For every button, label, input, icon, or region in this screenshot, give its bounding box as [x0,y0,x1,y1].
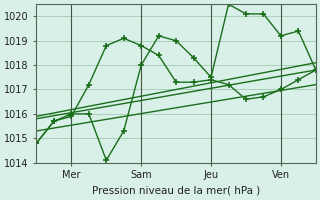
X-axis label: Pression niveau de la mer( hPa ): Pression niveau de la mer( hPa ) [92,186,260,196]
